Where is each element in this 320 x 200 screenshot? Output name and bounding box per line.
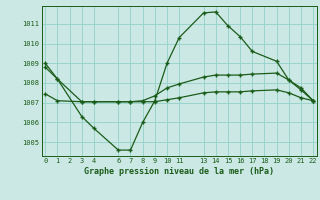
X-axis label: Graphe pression niveau de la mer (hPa): Graphe pression niveau de la mer (hPa) (84, 167, 274, 176)
